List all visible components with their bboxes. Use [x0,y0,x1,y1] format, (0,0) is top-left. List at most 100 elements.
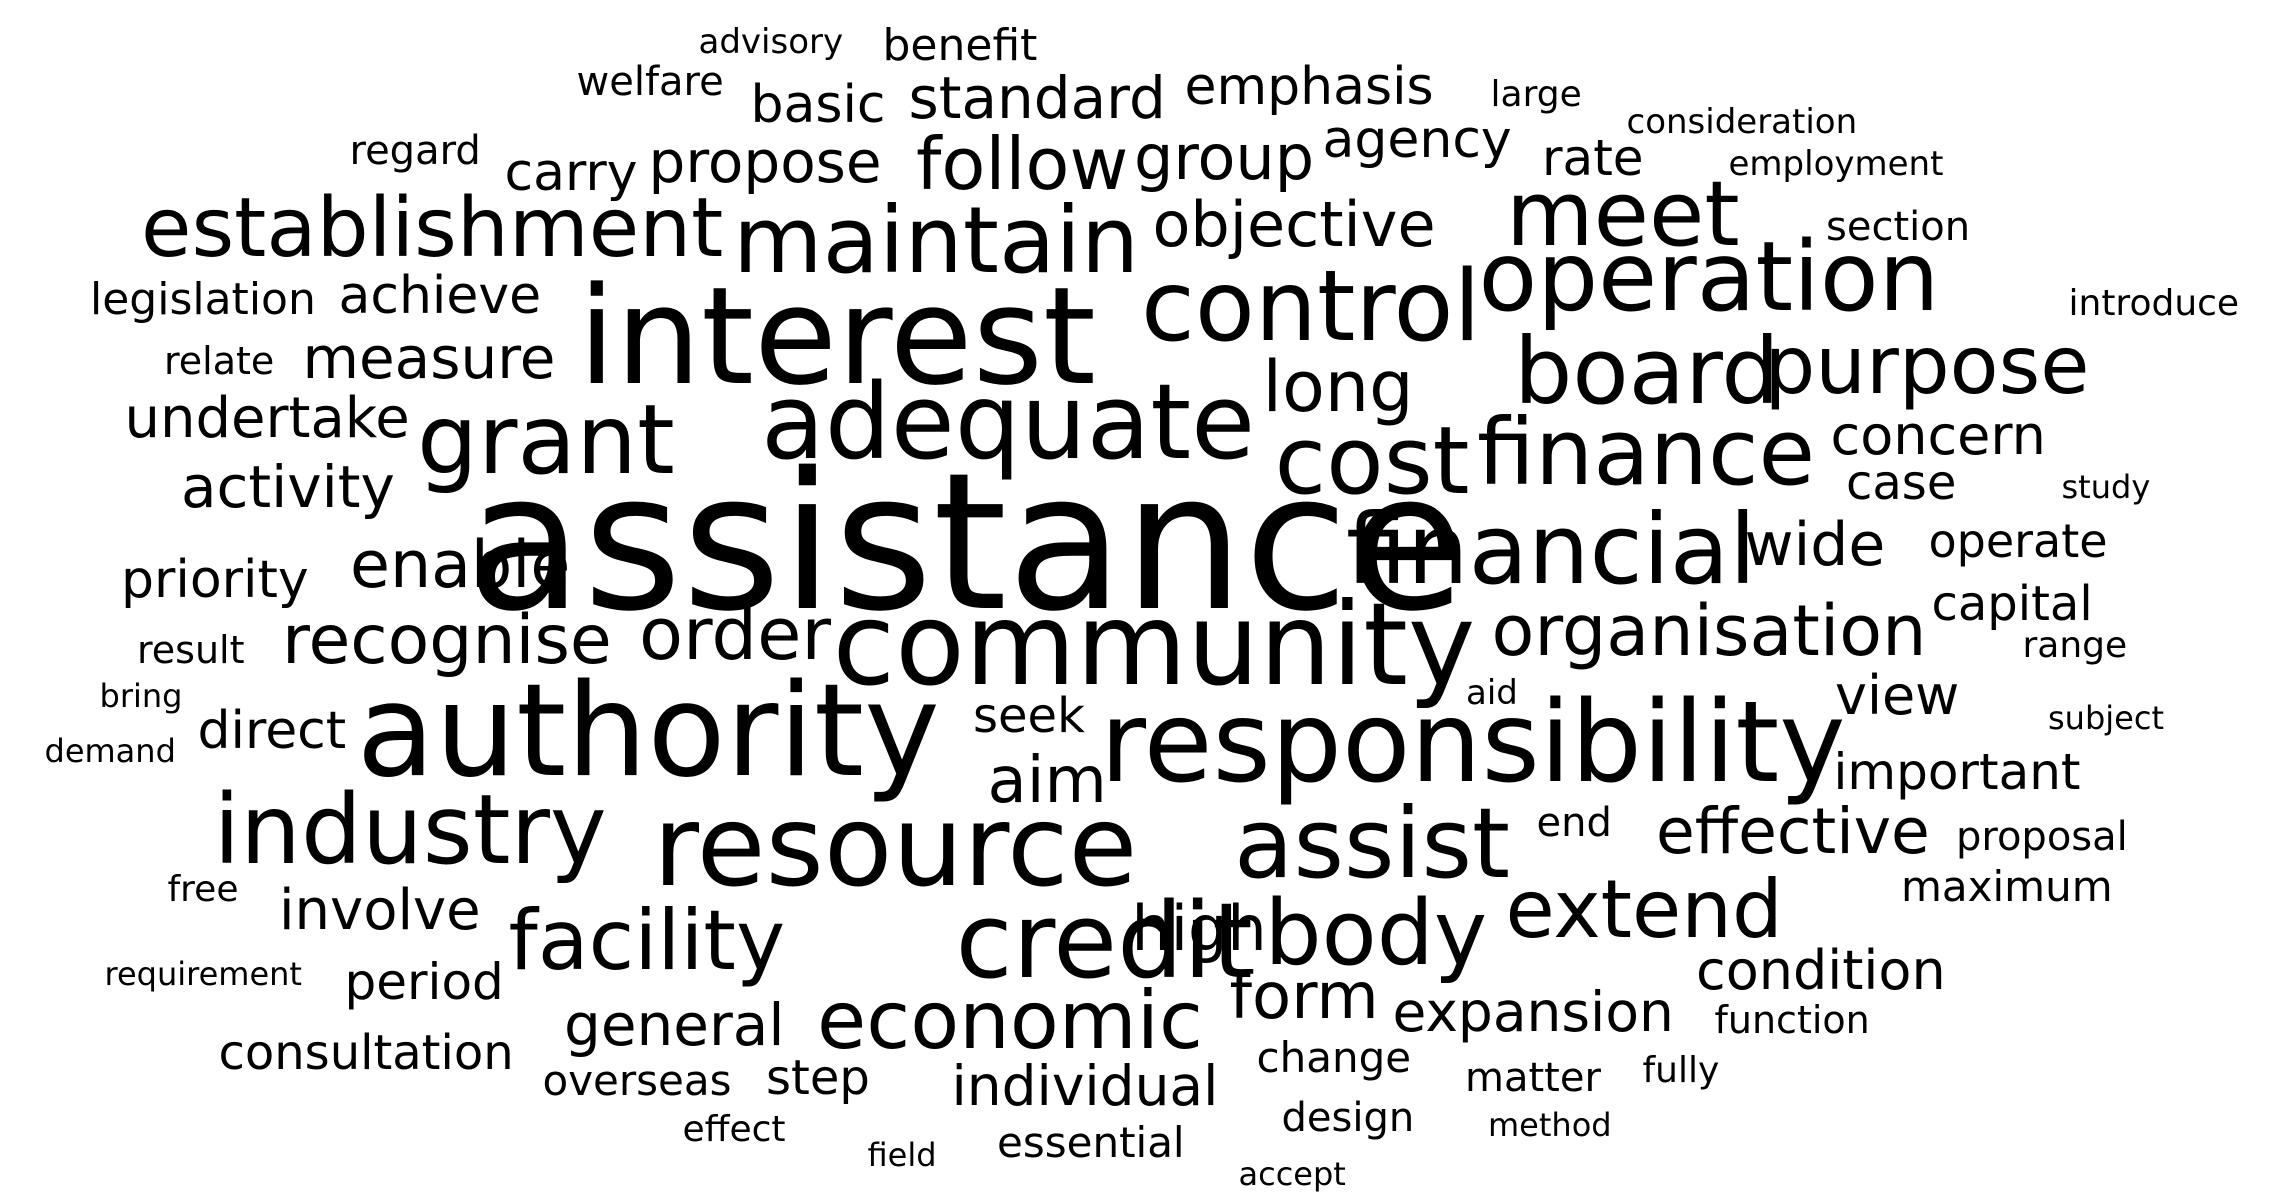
word-aim: aim [987,744,1107,818]
word-end: end [1536,800,1612,846]
word-interest: interest [578,257,1096,415]
word-direct: direct [197,701,347,761]
word-function: function [1714,998,1870,1042]
word-basic: basic [750,75,886,135]
word-measure: measure [302,324,556,392]
word-recognise: recognise [282,601,612,680]
word-involve: involve [279,878,481,943]
word-result: result [137,628,245,672]
word-proposal: proposal [1956,814,2128,860]
word-agency: agency [1322,110,1512,170]
word-assist: assist [1234,786,1511,900]
word-seek: seek [973,688,1085,744]
word-bring: bring [99,677,183,715]
word-section: section [1826,204,1971,250]
word-step: step [766,1050,870,1106]
word-finance: finance [1477,399,1816,506]
word-maximum: maximum [1901,862,2113,911]
word-economic: economic [817,974,1203,1067]
word-study: study [2061,468,2151,506]
word-view: view [1835,664,1960,727]
word-emphasis: emphasis [1184,57,1434,117]
word-general: general [564,991,785,1059]
word-range: range [2022,625,2128,666]
word-follow: follow [916,122,1129,206]
word-concern: concern [1830,404,2046,467]
word-large: large [1490,74,1582,115]
word-meet: meet [1506,162,1740,267]
word-group: group [1134,121,1315,194]
word-case: case [1846,455,1957,511]
word-enable: enable [350,527,571,603]
word-fully: fully [1642,1050,1720,1091]
word-achieve: achieve [338,266,542,326]
word-assistance: assistance [466,432,1466,653]
word-maintain: maintain [733,187,1140,294]
word-aid: aid [1466,673,1518,713]
word-adequate: adequate [761,361,1256,483]
word-rate: rate [1542,129,1644,187]
word-operate: operate [1928,514,2108,568]
word-standard: standard [908,64,1166,132]
word-employment: employment [1728,144,1944,184]
word-matter: matter [1465,1055,1601,1101]
word-subject: subject [2048,699,2164,737]
word-field: field [867,1136,937,1174]
word-industry: industry [213,774,607,886]
word-board: board [1514,318,1780,425]
word-establishment: establishment [141,181,724,276]
word-overseas: overseas [542,1056,732,1105]
word-extend: extend [1505,863,1783,956]
word-credit: credit [955,880,1253,1002]
word-welfare: welfare [576,59,724,105]
word-cost: cost [1274,407,1470,516]
word-introduce: introduce [2068,283,2240,324]
word-control: control [1141,250,1481,364]
word-facility: facility [508,891,786,989]
word-carry: carry [504,143,638,203]
word-form: form [1229,960,1379,1034]
word-relate: relate [164,339,275,383]
word-effective: effective [1656,794,1930,868]
word-grant: grant [417,384,675,496]
word-regard: regard [349,128,481,174]
word-method: method [1488,1106,1612,1144]
word-organisation: organisation [1491,590,1927,672]
word-accept: accept [1238,1155,1346,1193]
word-high: high [1131,892,1267,965]
word-body: body [1264,881,1488,986]
word-authority: authority [356,657,940,806]
word-priority: priority [121,550,309,610]
word-requirement: requirement [104,955,302,993]
word-period: period [344,953,504,1011]
word-expansion: expansion [1392,979,1674,1044]
word-effect: effect [682,1109,786,1150]
word-design: design [1281,1095,1415,1141]
word-consideration: consideration [1626,102,1858,142]
word-free: free [167,869,239,910]
word-undertake: undertake [124,386,410,451]
word-advisory: advisory [698,22,844,62]
word-community: community [832,578,1476,711]
word-wide: wide [1744,510,1886,580]
word-legislation: legislation [90,274,316,325]
word-important: important [1833,743,2081,801]
word-activity: activity [181,453,395,521]
word-resource: resource [653,782,1138,912]
word-financial: financial [1346,492,1757,606]
word-long: long [1262,346,1414,428]
word-objective: objective [1152,188,1436,261]
word-condition: condition [1696,939,1946,1002]
word-consultation: consultation [218,1025,514,1081]
word-individual: individual [951,1053,1219,1118]
word-purpose: purpose [1764,319,2090,412]
word-capital: capital [1931,576,2093,632]
word-propose: propose [648,128,882,196]
word-responsibility: responsibility [1100,678,1846,808]
word-change: change [1256,1033,1412,1082]
word-demand: demand [44,732,176,770]
word-order: order [639,592,831,676]
word-operation: operation [1478,221,1940,333]
word-benefit: benefit [882,20,1038,71]
